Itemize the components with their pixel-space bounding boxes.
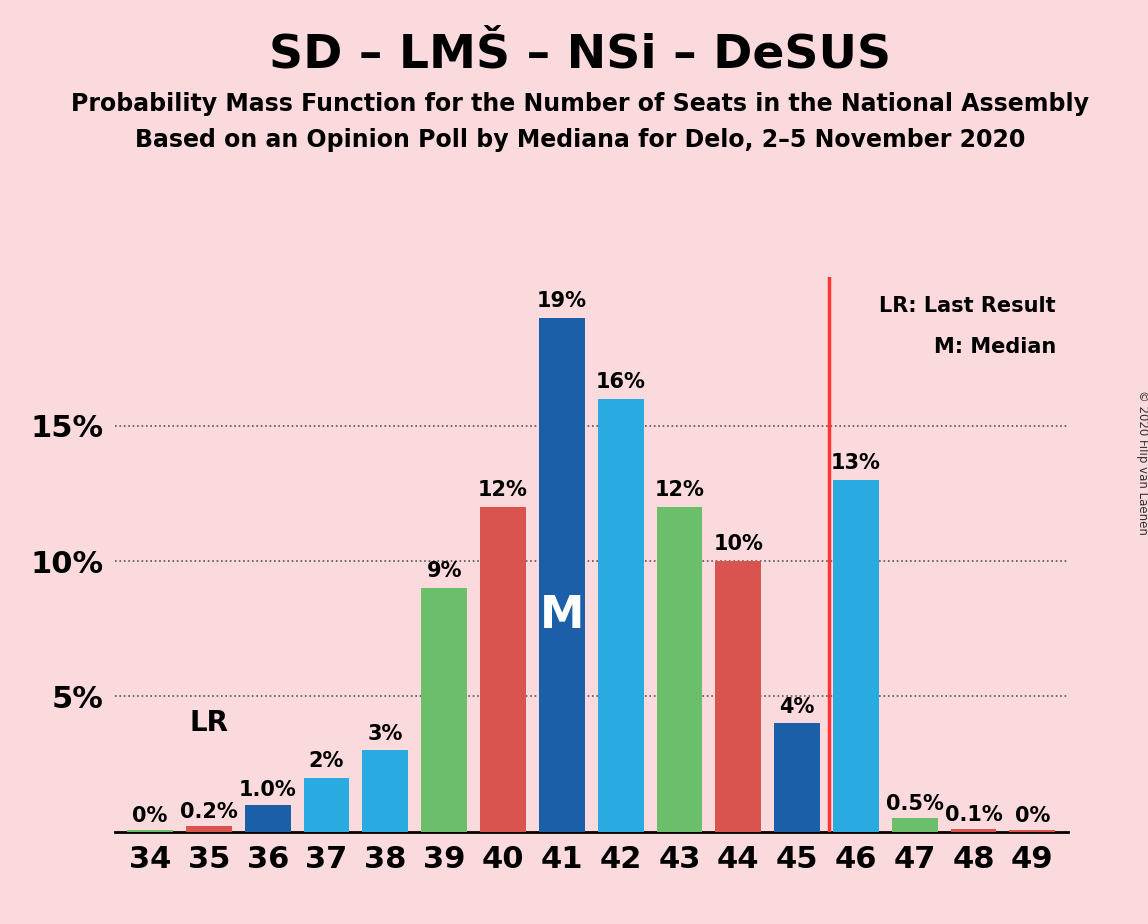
- Text: 9%: 9%: [426, 562, 461, 581]
- Bar: [951, 829, 996, 832]
- Bar: [421, 589, 467, 832]
- Text: LR: Last Result: LR: Last Result: [879, 296, 1056, 316]
- Bar: [1009, 831, 1055, 832]
- Text: 16%: 16%: [596, 372, 645, 392]
- Text: 19%: 19%: [537, 291, 587, 311]
- Text: 0%: 0%: [1015, 807, 1050, 826]
- Text: © 2020 Filip van Laenen: © 2020 Filip van Laenen: [1135, 390, 1148, 534]
- Bar: [833, 480, 879, 832]
- Text: 12%: 12%: [478, 480, 528, 500]
- Text: 2%: 2%: [309, 751, 344, 771]
- Text: 0%: 0%: [132, 807, 168, 826]
- Text: SD – LMŠ – NSi – DeSUS: SD – LMŠ – NSi – DeSUS: [269, 32, 891, 78]
- Text: Based on an Opinion Poll by Mediana for Delo, 2–5 November 2020: Based on an Opinion Poll by Mediana for …: [134, 128, 1025, 152]
- Text: 0.1%: 0.1%: [945, 805, 1002, 825]
- Bar: [127, 831, 173, 832]
- Text: 1.0%: 1.0%: [239, 781, 296, 800]
- Text: 12%: 12%: [654, 480, 705, 500]
- Text: 4%: 4%: [779, 697, 815, 717]
- Text: Probability Mass Function for the Number of Seats in the National Assembly: Probability Mass Function for the Number…: [71, 92, 1088, 116]
- Bar: [303, 777, 349, 832]
- Text: 3%: 3%: [367, 723, 403, 744]
- Text: M: M: [540, 594, 584, 637]
- Bar: [892, 818, 938, 832]
- Bar: [774, 723, 820, 832]
- Bar: [245, 805, 290, 832]
- Text: 10%: 10%: [713, 534, 763, 554]
- Text: M: Median: M: Median: [933, 336, 1056, 357]
- Bar: [538, 318, 584, 832]
- Bar: [657, 507, 703, 832]
- Bar: [715, 561, 761, 832]
- Bar: [480, 507, 526, 832]
- Text: LR: LR: [189, 709, 228, 737]
- Text: 0.5%: 0.5%: [886, 794, 944, 814]
- Text: 13%: 13%: [831, 454, 881, 473]
- Bar: [186, 826, 232, 832]
- Bar: [363, 750, 409, 832]
- Bar: [598, 399, 644, 832]
- Text: 0.2%: 0.2%: [180, 802, 238, 822]
